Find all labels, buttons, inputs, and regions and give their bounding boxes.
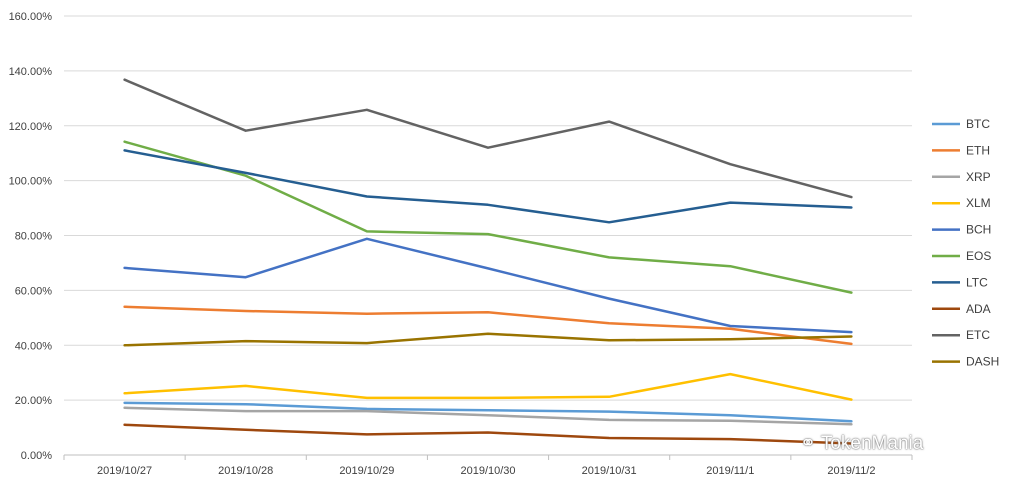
x-tick-label: 2019/11/2: [827, 465, 875, 477]
legend-label: ETH: [966, 143, 990, 157]
legend-item-bch: BCH: [932, 223, 991, 237]
series-line-btc: [123, 401, 853, 423]
series-line-xlm: [123, 372, 853, 401]
x-tick-label: 2019/10/30: [460, 465, 515, 477]
legend: BTC ETH XRP XLM BCH EOS LTC ADA ETC DASH: [932, 117, 999, 369]
x-tick-label: 2019/10/28: [218, 465, 273, 477]
x-axis: [63, 454, 913, 460]
series-lines: [123, 78, 853, 445]
series-line-eth: [123, 305, 853, 346]
legend-item-eth: ETH: [932, 143, 990, 157]
series-line-eos: [123, 140, 853, 294]
legend-label: LTC: [966, 275, 988, 289]
x-tick-label: 2019/10/29: [339, 465, 394, 477]
legend-item-ada: ADA: [932, 302, 991, 316]
legend-label: BCH: [966, 223, 991, 237]
legend-item-etc: ETC: [932, 328, 990, 342]
legend-label: XLM: [966, 196, 991, 210]
watermark-text: TokenMania: [820, 433, 924, 454]
y-tick-label: 140.00%: [9, 66, 53, 78]
y-tick-label: 80.00%: [15, 231, 53, 243]
y-tick-label: 120.00%: [9, 121, 53, 133]
series-line-ltc: [123, 149, 853, 224]
legend-item-xlm: XLM: [932, 196, 991, 210]
x-tick-label: 2019/10/31: [582, 465, 637, 477]
legend-label: ADA: [966, 302, 991, 316]
y-tick-label: 40.00%: [15, 340, 53, 352]
gridlines: [64, 15, 912, 401]
y-tick-label: 60.00%: [15, 285, 53, 297]
y-tick-label: 0.00%: [21, 450, 52, 462]
legend-label: BTC: [966, 117, 990, 131]
series-line-xrp: [123, 406, 853, 426]
legend-label: DASH: [966, 355, 999, 369]
y-axis-ticks: 0.00% 20.00% 40.00% 60.00% 80.00% 100.00% 120.…: [9, 11, 53, 462]
legend-item-dash: DASH: [932, 355, 999, 369]
series-line-bch: [123, 237, 853, 334]
legend-label: XRP: [966, 170, 991, 184]
wechat-icon: ⚭: [800, 433, 816, 454]
series-line-ada: [123, 423, 853, 445]
x-axis-ticks: 2019/10/27 2019/10/28 2019/10/29 2019/10/30…: [97, 465, 875, 477]
y-tick-label: 20.00%: [15, 395, 53, 407]
series-line-etc: [123, 78, 853, 199]
legend-item-btc: BTC: [932, 117, 990, 131]
legend-item-ltc: LTC: [932, 275, 988, 289]
x-tick-label: 2019/11/1: [706, 465, 754, 477]
legend-item-eos: EOS: [932, 249, 991, 263]
y-tick-label: 100.00%: [9, 176, 53, 188]
y-tick-label: 160.00%: [9, 11, 53, 23]
watermark: ⚭ TokenMania: [800, 432, 923, 455]
legend-item-xrp: XRP: [932, 170, 991, 184]
legend-label: ETC: [966, 328, 990, 342]
x-tick-label: 2019/10/27: [97, 465, 152, 477]
series-line-dash: [123, 332, 853, 347]
legend-label: EOS: [966, 249, 991, 263]
